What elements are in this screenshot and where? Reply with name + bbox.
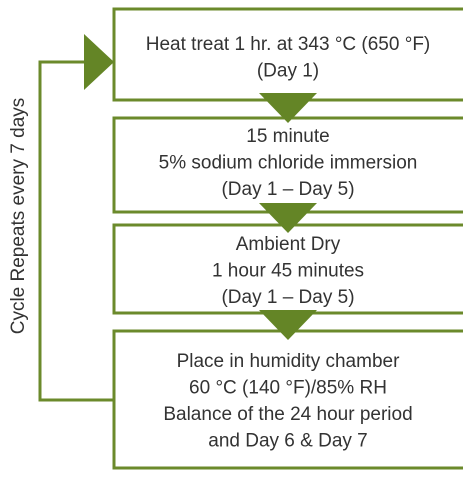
step-text: (Day 1 – Day 5) (221, 287, 354, 308)
step-text: 15 minute (246, 126, 329, 147)
loop-line (38, 60, 114, 402)
step-text: and Day 6 & Day 7 (208, 431, 367, 452)
step-text: Balance of the 24 hour period (163, 404, 412, 425)
step-text: (Day 1) (257, 61, 319, 82)
step-text: 60 °C (140 °F)/85% RH (189, 378, 387, 399)
down-arrow (259, 310, 317, 340)
down-arrow (259, 93, 317, 123)
step-text: Ambient Dry (236, 234, 341, 255)
down-arrow (259, 203, 317, 233)
step-text: Heat treat 1 hr. at 343 °C (650 °F) (146, 34, 431, 55)
side-label: Cycle Repeats every 7 days (8, 98, 29, 335)
step-text: (Day 1 – Day 5) (221, 179, 354, 200)
loop-arrow (84, 34, 114, 90)
step-text: 5% sodium chloride immersion (159, 153, 418, 174)
step-text: Place in humidity chamber (177, 351, 400, 372)
step-text: 1 hour 45 minutes (212, 261, 364, 282)
